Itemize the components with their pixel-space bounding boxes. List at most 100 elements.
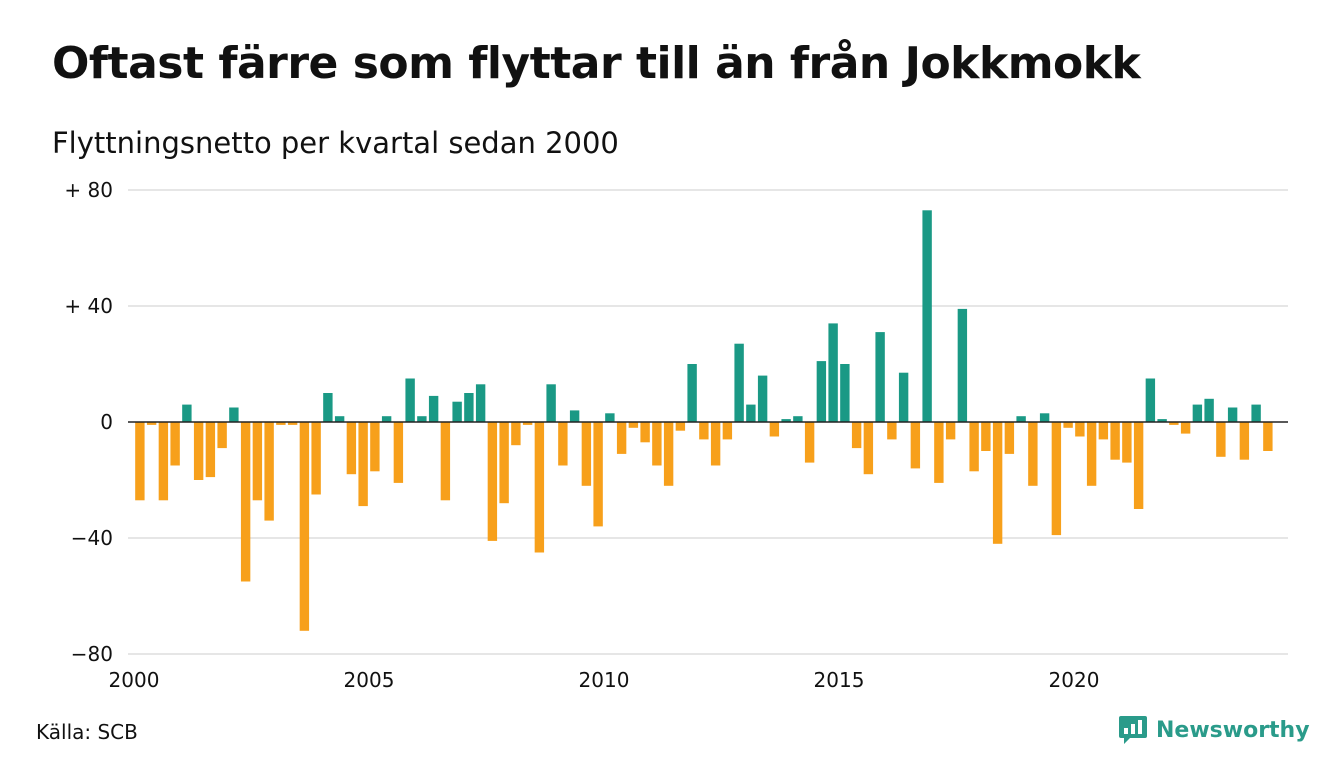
bar <box>440 422 451 501</box>
bar <box>628 422 639 428</box>
bar <box>522 422 533 425</box>
bar <box>334 416 345 422</box>
bar <box>358 422 368 507</box>
bar <box>464 393 474 422</box>
bar <box>605 413 615 422</box>
bar <box>640 422 650 443</box>
bar <box>193 422 204 480</box>
bar <box>699 422 709 440</box>
bar <box>1216 422 1226 457</box>
newsworthy-logo-icon <box>1119 716 1147 744</box>
bar <box>146 422 157 425</box>
bar <box>910 422 921 469</box>
bar <box>757 375 768 422</box>
y-tick-label: + 80 <box>64 178 113 202</box>
bar <box>381 416 392 422</box>
bar <box>875 332 885 422</box>
bar <box>417 416 427 422</box>
bar <box>969 422 979 472</box>
bar <box>663 422 674 486</box>
x-tick-label: 2010 <box>579 668 630 692</box>
bar <box>840 364 850 422</box>
bar <box>287 422 298 425</box>
bar <box>229 407 239 422</box>
bar <box>616 422 627 454</box>
bar <box>546 384 556 422</box>
bar <box>1204 398 1214 422</box>
bar <box>1227 407 1238 422</box>
bar <box>1133 422 1144 509</box>
y-axis: + 80 + 40 0 −40 −80 <box>64 178 113 666</box>
bar <box>217 422 227 449</box>
bar <box>781 419 791 422</box>
bar <box>887 422 897 440</box>
bar <box>475 384 486 422</box>
bar <box>1051 422 1062 536</box>
y-tick-label: + 40 <box>64 294 113 318</box>
x-tick-label: 2000 <box>109 668 160 692</box>
bar <box>393 422 404 483</box>
bar <box>569 410 580 422</box>
bar <box>945 422 956 440</box>
bar <box>370 422 380 472</box>
bar <box>1016 416 1026 422</box>
bar <box>1004 422 1015 454</box>
bar <box>323 393 333 422</box>
bar <box>828 323 838 422</box>
bar <box>675 422 686 431</box>
bar <box>428 395 439 422</box>
bar <box>135 422 145 501</box>
x-tick-label: 2020 <box>1049 668 1100 692</box>
chart-subtitle: Flyttningsnetto per kvartal sedan 2000 <box>52 126 619 160</box>
bar <box>499 422 509 504</box>
bar <box>710 422 721 466</box>
source-note: Källa: SCB <box>36 720 138 744</box>
y-tick-label: −80 <box>71 642 113 666</box>
bar <box>922 210 932 422</box>
bar <box>452 401 462 422</box>
bar <box>182 404 192 422</box>
gridlines <box>128 189 1288 655</box>
x-tick-label: 2005 <box>344 668 395 692</box>
bar <box>934 422 944 483</box>
bar <box>1086 422 1097 486</box>
bar <box>1098 422 1109 440</box>
bar <box>252 422 263 501</box>
bar <box>311 422 321 495</box>
bar <box>1039 413 1050 422</box>
bar <box>793 416 803 422</box>
brand-name: Newsworthy <box>1156 717 1310 743</box>
bar <box>581 422 592 486</box>
bar <box>1157 419 1167 422</box>
bar <box>264 422 274 521</box>
bar <box>687 364 697 422</box>
bars <box>135 210 1273 631</box>
bar <box>1075 422 1085 437</box>
bar <box>851 422 862 449</box>
bar <box>863 422 874 475</box>
brand[interactable]: Newsworthy <box>1118 714 1310 746</box>
y-tick-label: 0 <box>100 410 113 434</box>
x-tick-label: 2015 <box>814 668 865 692</box>
bar <box>992 422 1003 544</box>
bar <box>652 422 662 466</box>
bar <box>276 422 286 425</box>
bar <box>1063 422 1073 428</box>
bar <box>804 422 815 463</box>
bar <box>240 422 251 582</box>
bar <box>1192 404 1203 422</box>
bar <box>1251 404 1261 422</box>
y-tick-label: −40 <box>71 526 113 550</box>
x-axis: 2000 2005 2010 2015 2020 <box>109 668 1100 692</box>
bar <box>1239 422 1250 460</box>
bar <box>957 308 968 422</box>
bar <box>898 372 909 422</box>
bar <box>346 422 357 475</box>
bar <box>511 422 521 446</box>
bar <box>816 361 827 422</box>
bar <box>170 422 180 466</box>
bar <box>487 422 498 541</box>
bar <box>534 422 545 553</box>
bar <box>722 422 733 440</box>
bar <box>1122 422 1132 463</box>
